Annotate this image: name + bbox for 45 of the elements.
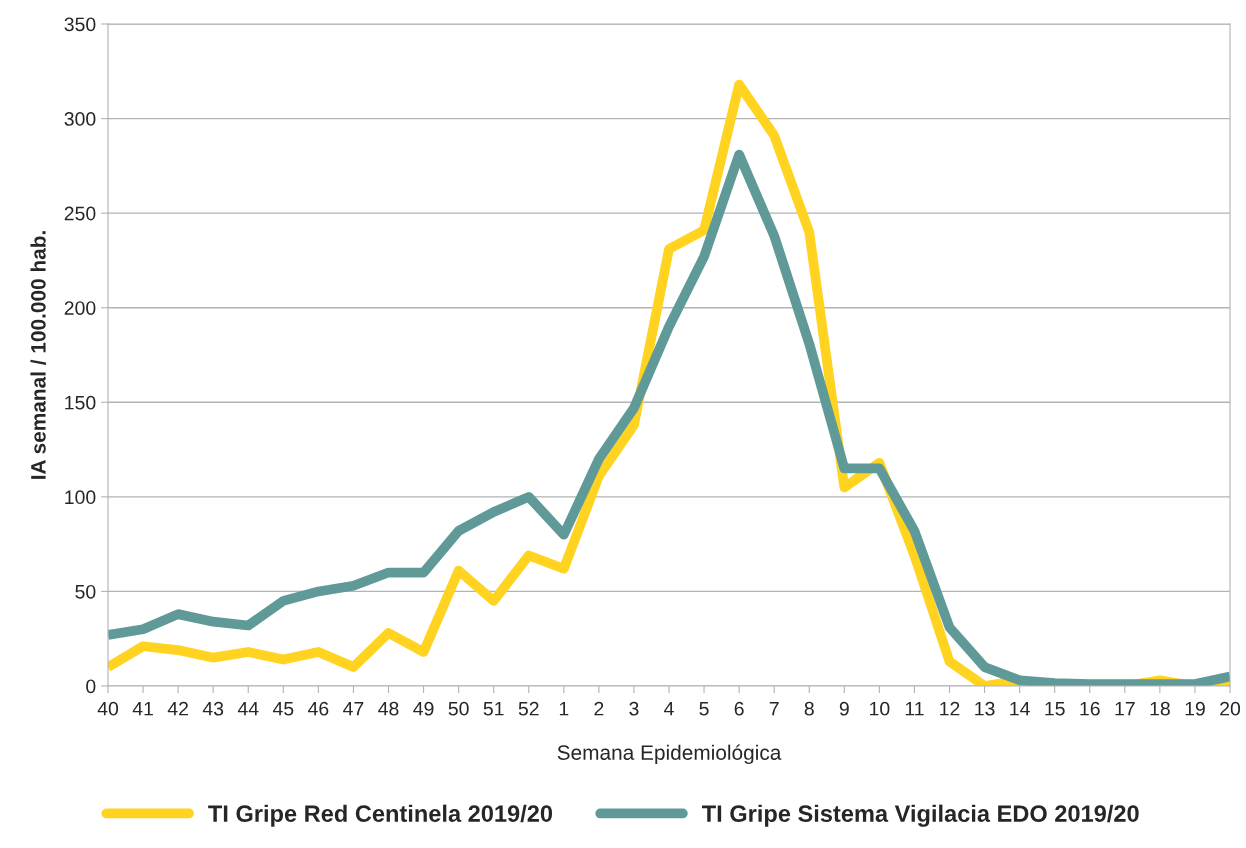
x-tick-label: 45 [272,701,294,716]
x-tick-label: 13 [975,701,995,716]
x-tick-label: 16 [1080,701,1100,716]
x-tick-label: 50 [448,701,469,716]
x-tick-label: 41 [132,701,153,716]
legend-label: TI Gripe Sistema Vigilacia EDO 2019/20 [702,804,1139,827]
x-tick-label: 42 [167,701,188,716]
y-tick-label: 350 [64,17,96,32]
x-tick-label: 47 [343,701,364,716]
y-tick-label: 50 [75,584,96,599]
y-tick-label: 200 [64,301,96,315]
x-tick-label: 48 [378,701,399,716]
x-tick-label: 40 [97,701,119,716]
x-tick-label: 51 [483,701,504,716]
x-tick-label: 12 [940,701,960,716]
x-tick-label: 1 [559,701,569,716]
y-tick-label: 100 [65,490,96,505]
x-tick-label: 15 [1045,701,1065,716]
x-tick-label: 20 [1220,701,1241,716]
x-tick-label: 9 [839,701,849,716]
x-tick-label: 19 [1185,701,1205,716]
x-axis-title: Semana Epidemiológica [557,744,782,765]
x-tick-label: 7 [769,701,779,716]
x-tick-label: 49 [413,701,434,716]
x-tick-label: 8 [804,701,814,716]
x-tick-label: 10 [870,701,890,716]
y-axis-title: IA semanal / 100.000 hab. [30,231,46,479]
legend-label: TI Gripe Red Centinela 2019/20 [208,804,553,827]
x-tick-label: 11 [905,701,924,716]
y-tick-label: 250 [64,206,96,221]
x-tick-label: 4 [664,701,674,716]
x-tick-label: 3 [629,701,639,716]
x-tick-label: 44 [237,701,259,716]
y-tick-label: 0 [86,679,96,694]
x-tick-label: 14 [1010,701,1030,716]
x-tick-label: 17 [1115,701,1135,716]
x-tick-label: 6 [734,701,744,716]
x-tick-label: 18 [1150,701,1170,716]
y-tick-label: 150 [65,395,96,410]
x-tick-label: 52 [518,701,539,716]
x-tick-label: 5 [699,701,709,716]
x-tick-label: 2 [594,701,604,716]
y-tick-label: 300 [64,112,96,126]
x-tick-label: 43 [202,701,224,716]
x-tick-label: 46 [308,701,329,716]
